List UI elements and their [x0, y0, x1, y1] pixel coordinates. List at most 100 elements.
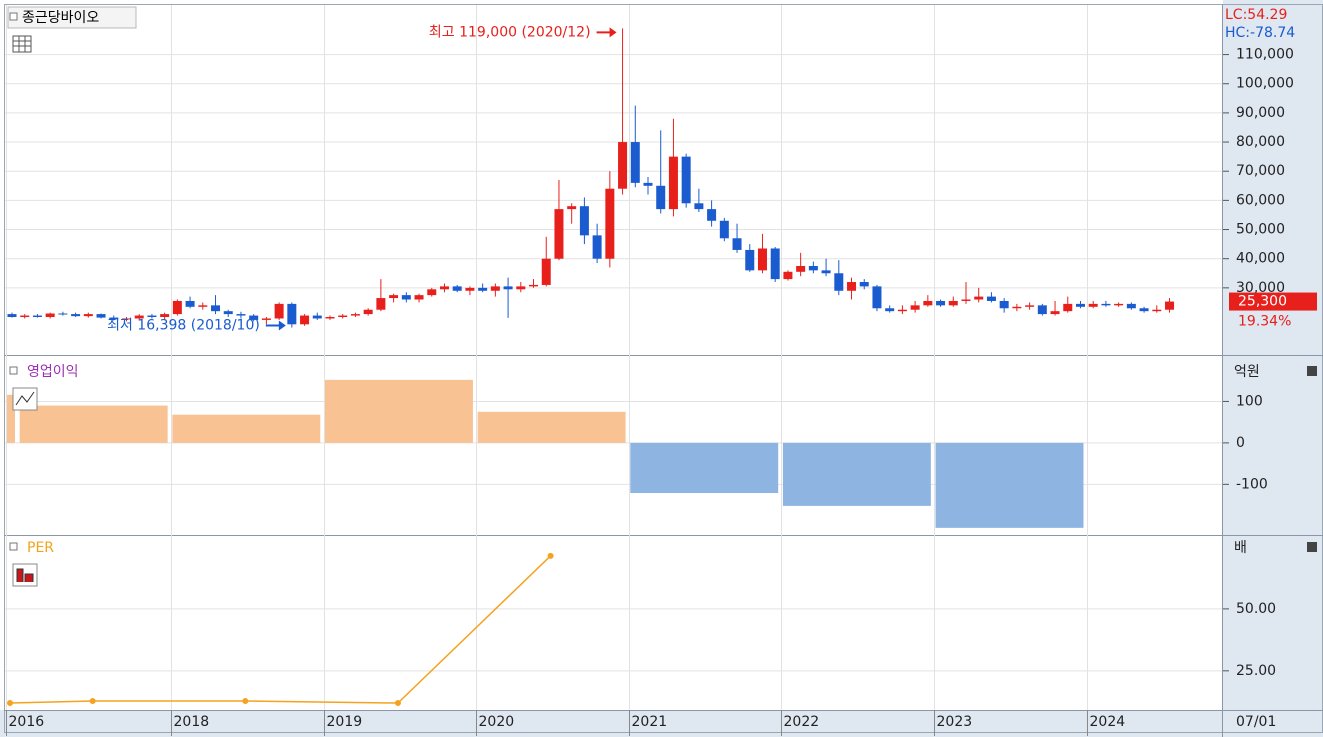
candle-body	[885, 308, 895, 312]
candle-body	[376, 298, 386, 310]
candle-body	[7, 314, 17, 318]
candle-body	[452, 286, 462, 291]
candle-body	[198, 305, 208, 307]
candle-body	[872, 286, 882, 309]
candle-body	[579, 206, 589, 236]
candle-body	[847, 282, 857, 291]
candle-body	[160, 314, 170, 318]
candle-body	[707, 209, 717, 221]
candle-body	[974, 296, 984, 300]
candle-body	[414, 295, 424, 300]
candle-body	[401, 295, 411, 300]
candle-body	[936, 300, 946, 306]
indicator: HC:-78.74	[1225, 25, 1295, 41]
candle-body	[389, 295, 399, 299]
table-icon[interactable]	[12, 35, 32, 53]
stock-name[interactable]: 종근당바이오	[22, 10, 99, 26]
x-end-label: 07/01	[1236, 714, 1276, 730]
marks: 2016 2018 2019 2020 2021 2022 2023 2024 30,000 40…	[5, 5, 1317, 736]
unit-label: 배	[1234, 540, 1247, 556]
bar	[630, 442, 779, 494]
candle-body	[859, 282, 869, 287]
last-price: 25,300	[1238, 294, 1287, 310]
change-label: 19.34%	[1238, 314, 1291, 330]
table-icon-lines	[13, 36, 31, 52]
candle-body	[211, 305, 221, 312]
candle-body	[478, 287, 488, 291]
candle-body	[630, 142, 640, 183]
y-tick-label: 50.00	[1236, 601, 1276, 617]
annotation-arrowhead	[609, 27, 617, 38]
candle-body	[147, 315, 157, 318]
point	[242, 698, 249, 705]
right-axis-band	[1223, 0, 1323, 737]
candle-body	[1075, 303, 1085, 307]
close-button[interactable]	[1307, 542, 1317, 552]
candle-body	[999, 300, 1009, 309]
candle-body	[338, 315, 348, 318]
candle-body	[1165, 301, 1175, 310]
candle-body	[719, 220, 729, 239]
candle-body	[1037, 305, 1047, 315]
close-button[interactable]	[1307, 366, 1317, 376]
candle-body	[656, 185, 666, 210]
candle-body	[427, 289, 437, 296]
y-tick-label: 40,000	[1236, 251, 1285, 267]
candle-body	[668, 156, 678, 210]
candle-body	[808, 265, 818, 271]
panel-icon	[9, 12, 18, 21]
candle-body	[516, 286, 526, 290]
bar	[7, 394, 15, 443]
candle-body	[948, 300, 958, 306]
candle-body	[796, 265, 806, 272]
bar	[782, 442, 931, 506]
x-tick-label: 2018	[174, 714, 210, 730]
candle-body	[261, 318, 271, 320]
point	[394, 700, 401, 707]
candle-body	[185, 300, 195, 307]
candle-body	[287, 303, 297, 325]
y-tick-label: 25.00	[1236, 663, 1276, 679]
y-tick-label: 70,000	[1236, 163, 1285, 179]
panel-icon	[9, 366, 18, 375]
candle-body	[350, 314, 360, 316]
candle-body	[223, 311, 233, 315]
candle-body	[58, 313, 68, 315]
stock-name-box[interactable]	[7, 6, 137, 29]
candle-body	[567, 206, 577, 210]
candle-body	[643, 182, 653, 186]
indicator: LC:54.29	[1225, 7, 1287, 23]
y-tick-label: 100	[1236, 393, 1263, 409]
y-tick-label: 90,000	[1236, 105, 1285, 121]
candle-body	[503, 286, 513, 290]
point	[89, 698, 96, 705]
candle-body	[770, 248, 780, 280]
candle-body	[681, 156, 691, 204]
y-tick-label: -100	[1236, 476, 1268, 492]
panel-title: 영업이익	[27, 364, 79, 380]
panel-icon	[9, 542, 18, 551]
candle-body	[529, 284, 539, 287]
y-tick-label: 60,000	[1236, 192, 1285, 208]
candle-body	[236, 314, 246, 316]
candle-body	[1012, 306, 1022, 309]
candle-body	[249, 315, 259, 320]
annotation: 최저 16,398 (2018/10)	[107, 318, 260, 334]
bar	[477, 411, 626, 443]
y-tick-label: 80,000	[1236, 134, 1285, 150]
candle-body	[32, 315, 42, 318]
candle-body	[439, 286, 449, 290]
candle-body	[1050, 311, 1060, 315]
candle-body	[732, 238, 742, 250]
candle-body	[134, 315, 144, 319]
candle-body	[592, 235, 602, 259]
candle-body	[694, 203, 704, 210]
candle-body	[554, 209, 564, 259]
bar	[19, 405, 168, 443]
candle-body	[1101, 303, 1111, 306]
y-tick-label: 110,000	[1236, 47, 1294, 63]
candle-body	[300, 315, 310, 325]
candle-body	[274, 303, 284, 319]
